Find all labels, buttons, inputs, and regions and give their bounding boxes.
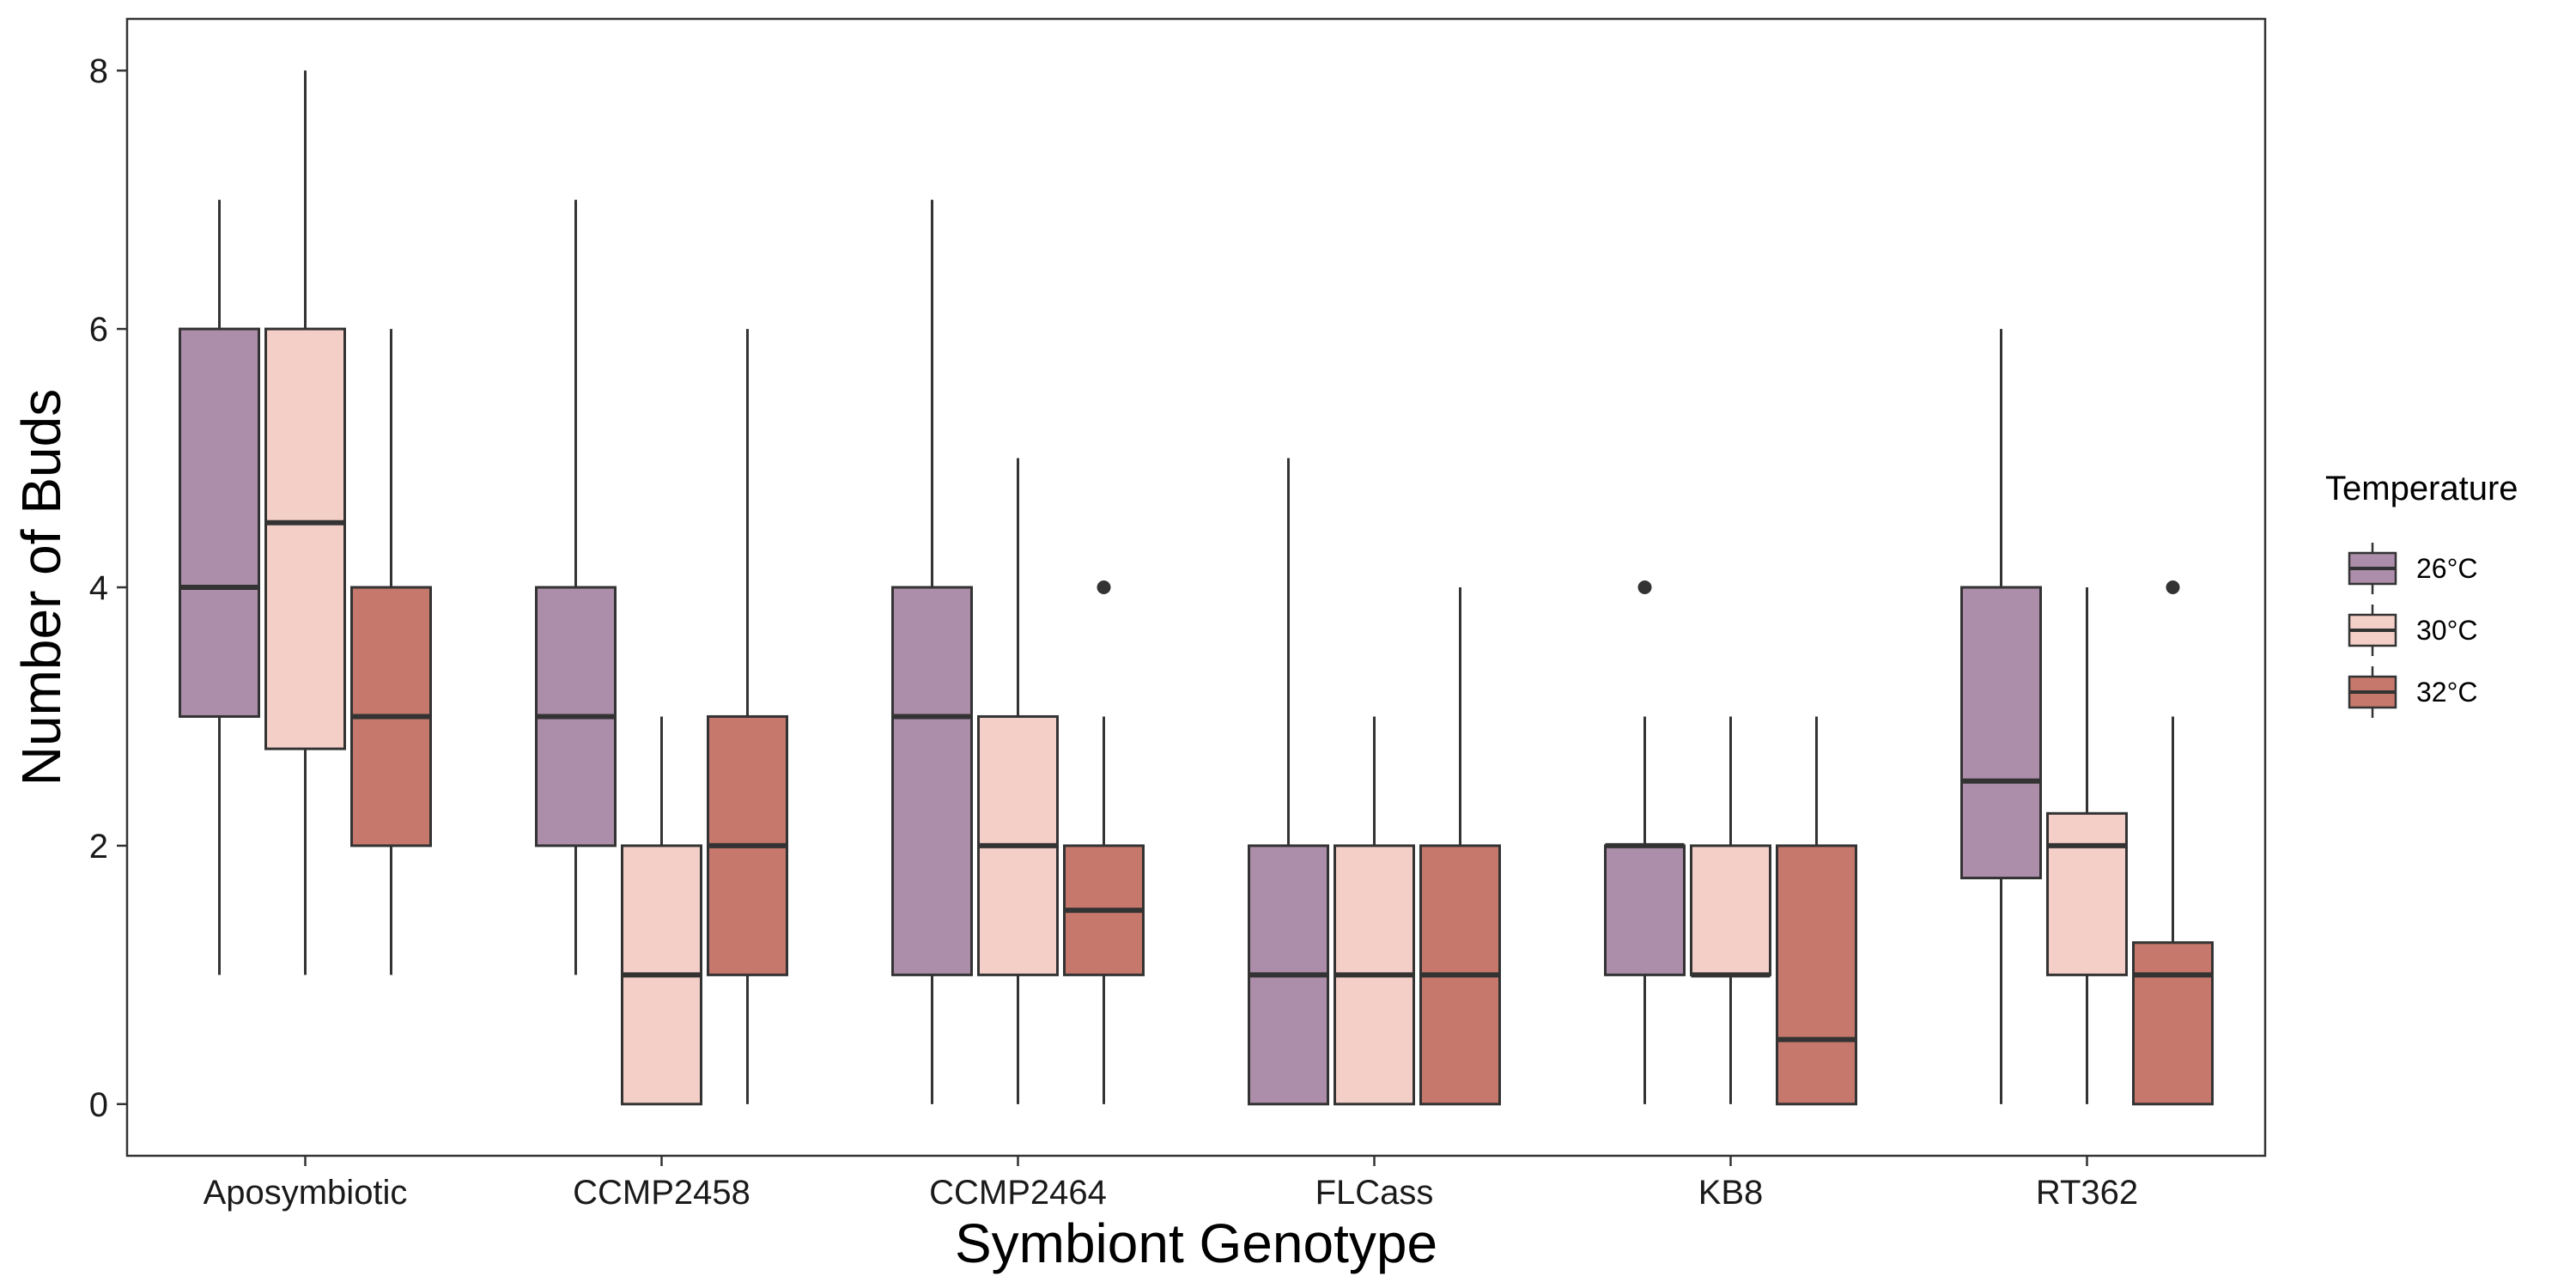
- outlier-point: [2166, 580, 2180, 594]
- legend-label: 26°C: [2416, 553, 2478, 584]
- box-3-0: [1248, 458, 1329, 1106]
- iqr-box: [891, 586, 973, 976]
- box-3-2: [1419, 587, 1501, 1106]
- legend-entry: 32°C: [2348, 666, 2478, 718]
- iqr-box: [1690, 844, 1771, 976]
- plot-panel: [125, 17, 2267, 1157]
- iqr-box: [264, 327, 346, 750]
- box-1-0: [535, 199, 617, 975]
- iqr-box: [1776, 844, 1857, 1106]
- y-axis: 0 2 4 6 8: [89, 52, 127, 1124]
- box-0-0: [179, 199, 260, 975]
- x-tick-label: FLCass: [1315, 1174, 1434, 1212]
- y-tick-label: 0: [89, 1086, 108, 1124]
- box-5-2: [2132, 580, 2214, 1106]
- outlier-point: [1637, 580, 1652, 594]
- legend-label: 30°C: [2416, 615, 2478, 646]
- legend-entry: 26°C: [2348, 543, 2478, 594]
- y-axis-title: Number of Buds: [10, 389, 72, 786]
- legend: Temperature 26°C 30°C 32°C: [2325, 470, 2518, 718]
- legend-title: Temperature: [2325, 470, 2518, 507]
- x-tick-label: Aposymbiotic: [204, 1174, 408, 1212]
- box-2-1: [977, 458, 1059, 1104]
- box-4-0: [1604, 580, 1686, 1104]
- iqr-box: [1960, 586, 2042, 880]
- box-2-0: [891, 199, 973, 1104]
- box-4-2: [1776, 716, 1857, 1106]
- x-tick-label: KB8: [1698, 1174, 1764, 1212]
- iqr-box: [1604, 844, 1686, 976]
- box-3-1: [1334, 716, 1415, 1106]
- box-series-group: [179, 70, 2214, 1106]
- y-tick-label: 4: [89, 569, 108, 607]
- box-1-2: [707, 329, 788, 1104]
- box-0-2: [350, 329, 432, 975]
- x-axis: Aposymbiotic CCMP2458 CCMP2464 FLCass KB8 RT3…: [204, 1156, 2138, 1212]
- legend-label: 32°C: [2416, 677, 2478, 708]
- box-1-1: [621, 716, 702, 1106]
- box-5-0: [1960, 329, 2042, 1104]
- box-0-1: [264, 70, 346, 975]
- iqr-box: [2046, 811, 2128, 976]
- iqr-box: [2132, 941, 2214, 1106]
- x-tick-label: RT362: [2036, 1174, 2138, 1212]
- outlier-point: [1097, 580, 1111, 594]
- legend-entry: 30°C: [2348, 605, 2478, 656]
- y-tick-label: 8: [89, 52, 108, 90]
- box-4-1: [1690, 716, 1771, 1104]
- box-2-2: [1063, 580, 1145, 1104]
- y-tick-label: 6: [89, 311, 108, 349]
- x-tick-label: CCMP2464: [929, 1174, 1107, 1212]
- y-tick-label: 2: [89, 828, 108, 866]
- x-tick-label: CCMP2458: [573, 1174, 750, 1212]
- iqr-box: [179, 327, 260, 718]
- x-axis-title: Symbiont Genotype: [955, 1212, 1437, 1274]
- box-5-1: [2046, 587, 2128, 1104]
